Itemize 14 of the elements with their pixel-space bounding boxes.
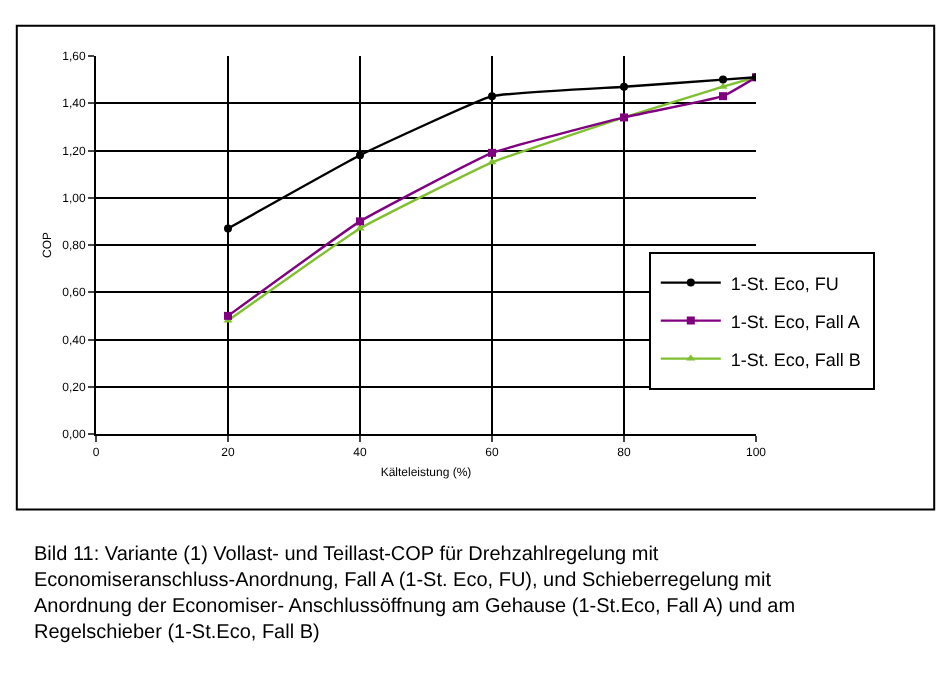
point: [224, 224, 232, 233]
point: [719, 75, 727, 84]
legend-label: 1-St. Eco, Fall A: [730, 311, 860, 332]
point: [224, 311, 232, 320]
legend-label: 1-St. Eco, Fall B: [730, 349, 861, 370]
legend-label: 1-St. Eco, FU: [730, 273, 839, 294]
point: [620, 82, 628, 91]
point: [719, 92, 727, 101]
point: [488, 92, 496, 101]
point: [356, 151, 364, 160]
text: Bild 11: Variante (1) Vollast- und Teillast-COP für Drehzahlregelung mit Economiseranschluss-Anordnung, Fall A (1-St. Eco, FU), und Schieberregelung mit Anordnung der Economiser- Anschlussöffnung am Gehause (1-St.Eco, Fall A) und am Regelschieber (1-St.Eco, Fall B): [34, 544, 796, 644]
point: [356, 217, 364, 226]
point: [718, 82, 728, 89]
point: [488, 148, 496, 157]
